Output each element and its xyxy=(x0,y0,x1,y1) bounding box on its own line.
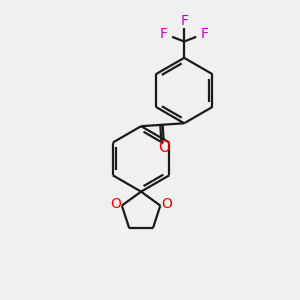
Text: O: O xyxy=(161,196,172,211)
Text: O: O xyxy=(110,196,121,211)
Text: F: F xyxy=(180,14,188,28)
Text: O: O xyxy=(158,140,170,155)
Text: F: F xyxy=(200,27,208,41)
Text: F: F xyxy=(160,27,168,41)
